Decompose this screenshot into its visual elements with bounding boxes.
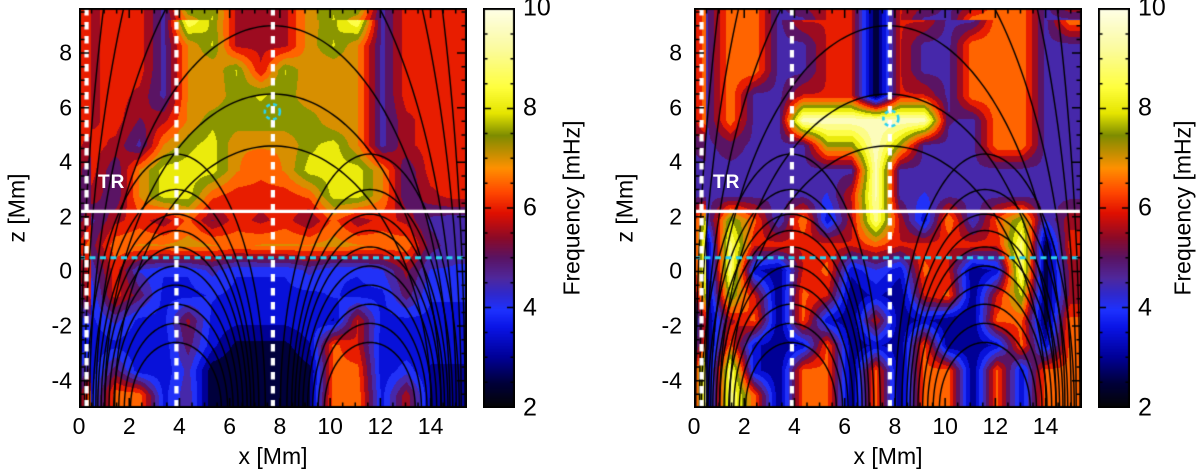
x-tick-label: 2	[122, 413, 136, 439]
tr-annotation-left: TR	[97, 171, 126, 193]
x-tick-label: 4	[173, 413, 186, 439]
x-tick-label: 8	[888, 413, 902, 439]
x-tick-label: 14	[417, 413, 444, 439]
x-tick-label: 10	[932, 413, 958, 439]
z-tick-label: 8	[669, 39, 682, 66]
x-tick-label: 4	[788, 413, 801, 439]
z-tick-label: -4	[661, 367, 682, 394]
colorbar-tick-label: 4	[1138, 293, 1152, 322]
z-tick-label: -2	[51, 312, 72, 339]
colorbar-tick-label: 4	[523, 293, 537, 322]
z-tick-label: 2	[669, 203, 682, 230]
z-tick-label: 2	[59, 203, 72, 230]
left-colorbar-title: Frequency [mHz]	[558, 120, 585, 296]
x-tick-label: 14	[1032, 413, 1059, 439]
right-colorbar-canvas	[1098, 8, 1130, 408]
z-tick-label: 0	[59, 257, 72, 284]
colorbar-tick-label: 6	[523, 193, 537, 222]
z-tick-label: 0	[669, 257, 682, 284]
x-tick-label: 8	[273, 413, 287, 439]
z-tick-label: 4	[669, 148, 682, 175]
colorbar-tick-label: 8	[523, 93, 537, 122]
x-tick-label: 12	[367, 413, 394, 439]
z-tick-label: 4	[59, 148, 72, 175]
colorbar-tick-label: 6	[1138, 193, 1152, 222]
colorbar-tick-label: 2	[1138, 393, 1152, 422]
z-tick-label: -4	[51, 367, 72, 394]
x-tick-label: 0	[687, 413, 701, 439]
z-tick-label: 8	[59, 39, 72, 66]
left-x-axis-title: x [Mm]	[238, 443, 308, 469]
x-tick-label: 0	[72, 413, 86, 439]
right-colorbar-title: Frequency [mHz]	[1169, 120, 1196, 296]
left-frequency-map-canvas	[79, 8, 467, 408]
left-colorbar-canvas	[483, 8, 515, 408]
right-z-axis-title: z [Mm]	[611, 173, 638, 243]
x-tick-label: 6	[838, 413, 852, 439]
right-frequency-map-canvas	[694, 8, 1082, 408]
colorbar-tick-label: 10	[523, 0, 551, 22]
colorbar-tick-label: 2	[523, 393, 537, 422]
x-tick-label: 6	[223, 413, 237, 439]
colorbar-tick-label: 10	[1138, 0, 1166, 22]
x-tick-label: 2	[737, 413, 751, 439]
x-tick-label: 12	[982, 413, 1009, 439]
right-x-axis-title: x [Mm]	[853, 443, 923, 469]
colorbar-tick-label: 8	[1138, 93, 1152, 122]
x-tick-label: 10	[317, 413, 343, 439]
z-tick-label: -2	[661, 312, 682, 339]
tr-annotation-right: TR	[712, 171, 741, 193]
z-tick-label: 6	[59, 94, 72, 121]
z-tick-label: 6	[669, 94, 682, 121]
